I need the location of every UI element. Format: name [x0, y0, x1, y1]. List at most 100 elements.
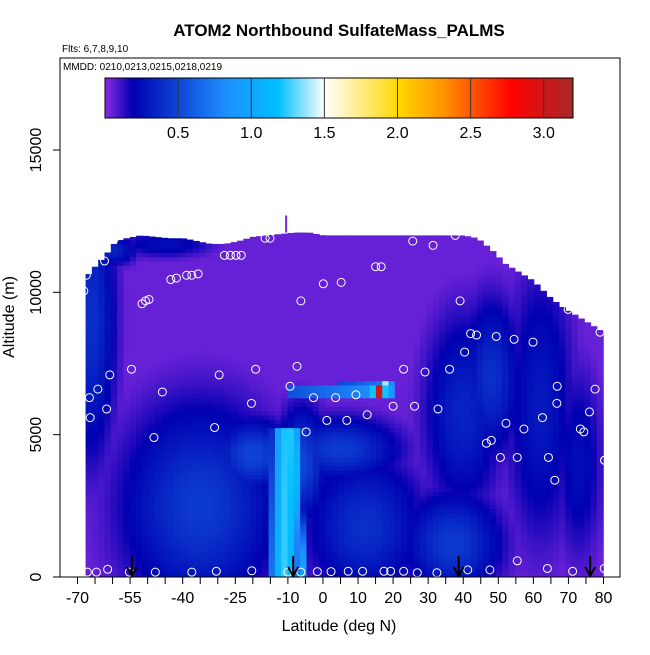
- heatmap-cell: [255, 512, 263, 518]
- heatmap-cell: [129, 372, 137, 377]
- heatmap-cell: [173, 410, 181, 416]
- heatmap-cell: [281, 500, 289, 506]
- heatmap-cell: [344, 303, 352, 309]
- heatmap-cell: [186, 572, 194, 577]
- heatmap-cell: [375, 478, 383, 484]
- heatmap-cell: [312, 261, 320, 266]
- heatmap-cell: [394, 483, 402, 488]
- heatmap-cell: [388, 273, 396, 279]
- heatmap-cell: [237, 303, 244, 309]
- heatmap-cell: [199, 303, 207, 309]
- heatmap-cell: [173, 542, 181, 548]
- heatmap-cell: [356, 547, 364, 552]
- heatmap-cell: [218, 248, 226, 254]
- heatmap-cell: [110, 256, 118, 262]
- heatmap-cell: [249, 290, 257, 296]
- heatmap-cell: [319, 350, 327, 356]
- heatmap-cell: [274, 448, 282, 454]
- heatmap-cell: [281, 419, 289, 424]
- heatmap-cell: [230, 444, 238, 450]
- heatmap-cell: [457, 457, 465, 463]
- heatmap-cell: [205, 269, 213, 275]
- heatmap-cell: [186, 414, 194, 420]
- heatmap-cell: [306, 414, 314, 420]
- heatmap-cell: [407, 256, 415, 262]
- heatmap-cell: [420, 299, 428, 305]
- heatmap-cell: [470, 564, 478, 570]
- heatmap-cell: [470, 551, 478, 557]
- heatmap-cell: [338, 495, 345, 501]
- heatmap-cell: [287, 337, 295, 343]
- heatmap-cell: [186, 436, 194, 441]
- heatmap-cell: [98, 483, 106, 488]
- heatmap-cell: [230, 333, 238, 339]
- heatmap-cell: [205, 487, 213, 493]
- heatmap-cell: [281, 316, 289, 322]
- heatmap-cell: [344, 525, 352, 531]
- heatmap-cell: [268, 547, 276, 552]
- heatmap-cell: [237, 282, 244, 288]
- heatmap-cell: [464, 367, 472, 373]
- heatmap-cell: [155, 376, 162, 382]
- heatmap-cell: [407, 346, 415, 352]
- heatmap-cell: [148, 236, 156, 241]
- heatmap-cell: [237, 359, 244, 365]
- heatmap-cell: [255, 470, 263, 476]
- heatmap-cell: [300, 483, 308, 488]
- heatmap-cell: [300, 320, 308, 326]
- heatmap-cell: [476, 457, 484, 463]
- heatmap-cell: [104, 512, 112, 518]
- heatmap-cell: [338, 363, 345, 369]
- heatmap-cell: [230, 359, 238, 365]
- heatmap-cell: [211, 325, 219, 330]
- heatmap-cell: [293, 487, 301, 493]
- heatmap-cell: [413, 568, 421, 574]
- heatmap-cell: [439, 299, 446, 305]
- heatmap-cell: [413, 517, 421, 523]
- heatmap-cell: [123, 342, 131, 348]
- heatmap-cell: [224, 461, 232, 467]
- heatmap-cell: [325, 295, 333, 301]
- heatmap-cell: [369, 248, 377, 254]
- heatmap-cell: [375, 350, 383, 356]
- heatmap-cell: [274, 564, 282, 570]
- heatmap-cell: [155, 453, 162, 459]
- heatmap-cell: [306, 440, 314, 446]
- heatmap-cell: [439, 320, 446, 326]
- heatmap-cell: [237, 299, 244, 305]
- heatmap-cell: [173, 354, 181, 360]
- heatmap-cell: [173, 346, 181, 352]
- heatmap-cell: [300, 487, 308, 493]
- heatmap-cell: [255, 299, 263, 305]
- heatmap-cell: [420, 470, 428, 476]
- heatmap-cell: [375, 252, 383, 258]
- heatmap-cell: [350, 500, 358, 506]
- heatmap-cell: [432, 307, 440, 313]
- heatmap-cell: [312, 517, 320, 523]
- heatmap-cell: [344, 299, 352, 305]
- heatmap-cell: [186, 461, 194, 467]
- heatmap-cell: [300, 397, 308, 403]
- heatmap-cell: [211, 521, 219, 527]
- heatmap-cell: [129, 312, 137, 318]
- heatmap-cell: [420, 457, 428, 463]
- heatmap-cell: [344, 568, 352, 574]
- heatmap-cell: [161, 376, 169, 382]
- heatmap-cell: [375, 495, 383, 501]
- heatmap-cell: [350, 384, 358, 390]
- heatmap-cell: [356, 333, 364, 339]
- heatmap-cell: [255, 419, 263, 424]
- heatmap-cell: [300, 431, 308, 437]
- heatmap-cell: [306, 448, 314, 454]
- heatmap-cell: [470, 538, 478, 544]
- heatmap-cell: [192, 465, 200, 471]
- heatmap-cell: [356, 290, 364, 296]
- heatmap-cell: [205, 333, 213, 339]
- heatmap-cell: [167, 465, 175, 471]
- heatmap-cell: [136, 500, 143, 506]
- heatmap-cell: [224, 393, 232, 399]
- heatmap-cell: [161, 273, 169, 279]
- heatmap-cell: [173, 290, 181, 296]
- heatmap-cell: [224, 406, 232, 412]
- heatmap-cell: [155, 504, 162, 510]
